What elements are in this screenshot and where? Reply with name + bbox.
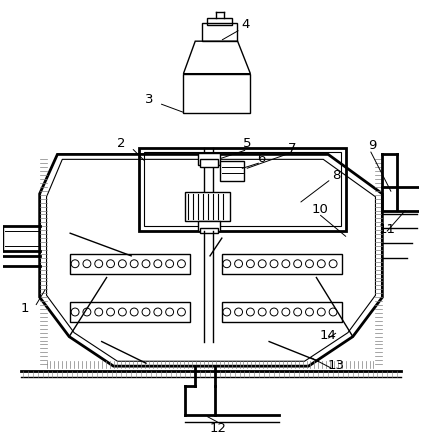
Text: 14: 14 <box>320 328 337 341</box>
Bar <box>139 148 346 232</box>
Bar <box>144 153 341 227</box>
Text: 5: 5 <box>243 137 252 150</box>
Bar <box>200 160 218 168</box>
Bar <box>184 74 250 114</box>
Text: 4: 4 <box>241 18 250 31</box>
Text: 3: 3 <box>145 92 153 106</box>
Text: 11: 11 <box>379 222 396 235</box>
Text: 8: 8 <box>332 168 340 181</box>
Bar <box>222 303 342 322</box>
Bar <box>185 192 230 222</box>
Bar <box>207 18 232 26</box>
Text: 1: 1 <box>21 301 29 314</box>
Bar <box>222 254 342 274</box>
Bar <box>70 254 190 274</box>
Text: 12: 12 <box>209 421 226 434</box>
Text: 6: 6 <box>257 152 265 165</box>
Bar <box>198 222 220 232</box>
Text: 9: 9 <box>368 139 377 152</box>
Bar <box>202 25 237 42</box>
Text: 13: 13 <box>327 358 345 371</box>
Bar <box>220 162 244 182</box>
Text: 2: 2 <box>117 137 126 150</box>
Bar <box>70 303 190 322</box>
Bar <box>198 154 220 166</box>
Text: 7: 7 <box>287 142 296 155</box>
Bar <box>200 229 218 234</box>
Text: 10: 10 <box>312 203 329 215</box>
